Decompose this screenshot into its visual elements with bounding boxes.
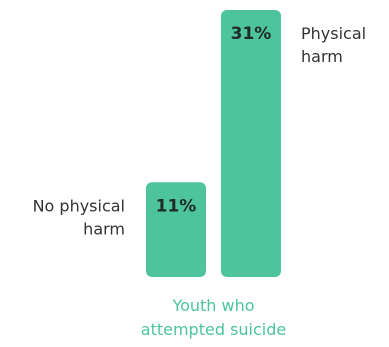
- bar-1: [221, 10, 281, 277]
- bar-value-label-0: 11%: [156, 196, 197, 216]
- category-label-0: No physical harm: [33, 196, 125, 238]
- bar-0: [146, 182, 206, 277]
- labels-group: 11% No physical harm 31% Physical harm: [33, 24, 367, 238]
- bar-value-label-1: 31%: [231, 24, 272, 44]
- x-axis-label: Youth who attempted suicide: [141, 296, 286, 339]
- category-label-1: Physical harm: [301, 24, 366, 66]
- bars-group: [146, 10, 281, 277]
